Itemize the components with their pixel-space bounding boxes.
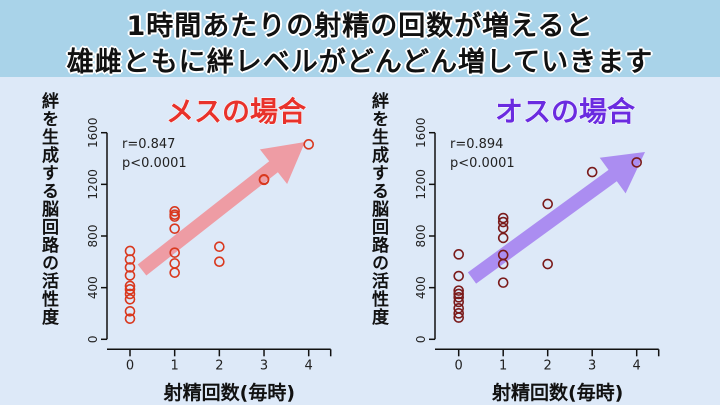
data-point [631,157,643,168]
data-point [497,258,509,270]
x-tick-label: 3 [588,358,596,373]
y-tick-label: 800 [414,225,428,248]
data-point [497,222,509,234]
x-tick-label: 3 [260,358,268,373]
data-point [124,262,136,273]
x-tick-label: 1 [499,358,507,373]
stat-annotation: r=0.894 [450,137,503,152]
x-axis-label: 射精回数(毎時) [491,381,623,404]
data-point [586,166,598,178]
data-point [169,223,180,234]
data-point [497,216,509,228]
x-tick-label: 2 [215,358,223,373]
title-line-1: 1時間あたりの射精の回数が増えると [126,11,594,42]
data-point [453,292,465,303]
data-point [169,258,180,269]
stat-annotation: p<0.0001 [122,156,187,171]
y-tick-label: 800 [86,225,100,248]
data-point [124,293,136,305]
data-point [124,284,136,295]
data-point [124,313,136,324]
chart-title: オスの場合 [495,95,636,128]
data-point [169,267,180,278]
data-point [453,312,465,323]
title-banner: 1時間あたりの射精の回数が増えると 雄雌ともに絆レベルがどんどん増していきます [0,0,720,78]
data-point [124,305,136,317]
stat-annotation: p<0.0001 [450,156,515,171]
y-tick-label: 400 [86,276,100,299]
y-axis-label: 絆を生成する脳回路の活性度 [368,91,389,326]
data-point [169,206,180,217]
data-point [453,249,465,260]
trend-arrow-shape [467,152,646,284]
y-tick-label: 400 [414,276,428,299]
data-point [303,139,315,150]
data-point [453,288,465,300]
y-tick-label: 0 [86,335,100,343]
data-point [453,296,465,308]
y-tick-label: 1600 [414,117,428,148]
data-point [169,247,180,258]
x-tick-label: 1 [171,358,179,373]
data-point [497,212,509,224]
stat-annotation: r=0.847 [122,137,175,152]
data-point [124,270,136,281]
y-tick-label: 1600 [86,117,100,148]
y-tick-label: 1200 [86,169,100,200]
data-point [258,174,270,186]
data-point [214,241,225,253]
data-point [497,232,509,244]
data-point [453,270,465,282]
title-line-2: 雄雌ともに絆レベルがどんどん増していきます [66,47,654,78]
x-tick-label: 4 [633,358,641,373]
data-point [497,277,509,288]
data-point [124,288,136,300]
data-point [169,211,180,222]
data-point [124,280,136,292]
data-point [453,285,465,296]
y-tick-label: 0 [414,335,428,343]
data-point [453,308,465,319]
x-tick-label: 2 [544,358,552,373]
data-point [124,254,136,265]
data-point [542,198,554,210]
data-point [214,256,225,267]
chart-title: メスの場合 [166,95,307,128]
x-tick-label: 0 [455,358,463,373]
y-tick-label: 1200 [414,169,428,200]
y-axis-label: 絆を生成する脳回路の活性度 [38,91,59,326]
trend-arrow [467,152,646,284]
x-tick-label: 0 [126,358,134,373]
x-tick-label: 4 [305,358,313,373]
x-axis-label: 射精回数(毎時) [163,381,295,404]
data-point [542,258,554,270]
